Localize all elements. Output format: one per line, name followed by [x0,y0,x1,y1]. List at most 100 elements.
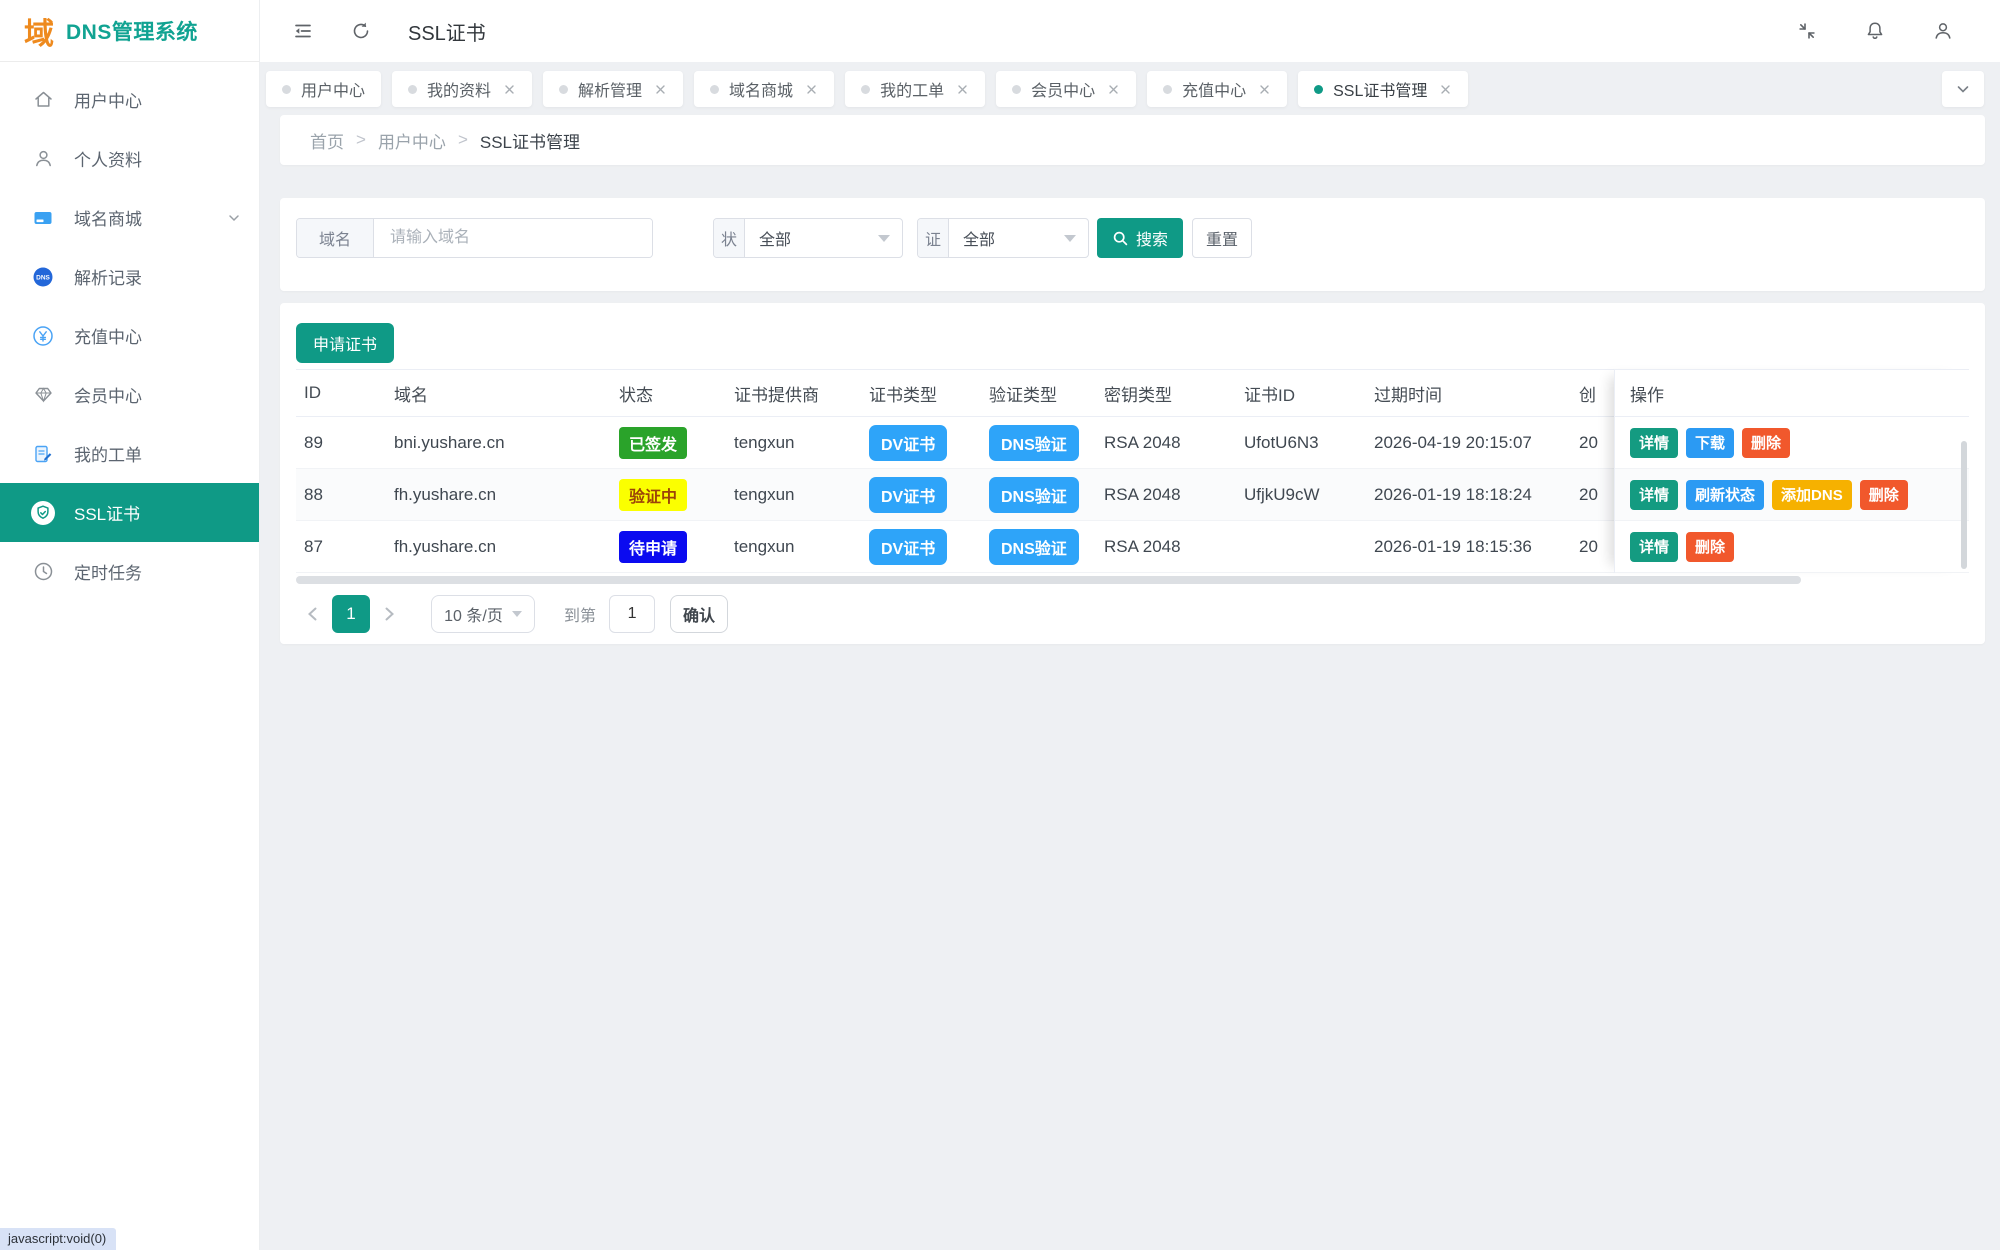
filter-panel: 域名 状 全部 证 全部 [280,198,1985,291]
sidebar-item-domain-mall[interactable]: 域名商城 [0,188,259,247]
cell-domain: fh.yushare.cn [386,521,611,573]
cell-cert-type: DV证书 [861,469,981,521]
page-number-current[interactable]: 1 [332,595,370,633]
tab-ssl-cert-management[interactable]: SSL证书管理 [1298,71,1469,107]
sidebar-collapse-icon[interactable] [292,20,314,42]
search-button[interactable]: 搜索 [1097,218,1184,258]
status-filter-label: 状 [714,219,746,257]
tab-overflow-chevron[interactable] [1942,71,1984,107]
close-icon[interactable] [503,83,516,96]
tab-dns-management[interactable]: 解析管理 [543,71,684,107]
breadcrumb-current: SSL证书管理 [479,132,581,152]
breadcrumb-separator: > [356,130,366,149]
sidebar-item-ssl-cert[interactable]: SSL证书 [0,483,259,542]
sidebar-item-tickets[interactable]: 我的工单 [0,424,259,483]
cert-type-badge: DV证书 [869,476,948,513]
vertical-scrollbar[interactable] [1961,441,1967,569]
next-page-icon[interactable] [383,605,396,623]
cell-provider: tengxun [726,417,861,469]
cell-key-type: RSA 2048 [1096,469,1236,521]
tab-user-center[interactable]: 用户中心 [266,71,382,107]
refresh-status-button[interactable]: 刷新状态 [1686,479,1765,510]
delete-button[interactable]: 删除 [1742,427,1791,458]
close-icon[interactable] [1258,83,1271,96]
domain-filter-label: 域名 [297,219,375,257]
search-icon [1112,230,1129,247]
cert-type-filter-label: 证 [918,219,950,257]
logo-glyph-icon: 域 [24,17,54,51]
download-button[interactable]: 下载 [1686,427,1735,458]
tab-my-profile[interactable]: 我的资料 [392,71,533,107]
sidebar-item-user-center[interactable]: 用户中心 [0,70,259,129]
caret-down-icon [511,611,522,617]
status-select[interactable]: 全部 [745,219,902,257]
sidebar-item-membership[interactable]: 会员中心 [0,365,259,424]
sidebar-item-dns-records[interactable]: DNS 解析记录 [0,247,259,306]
reset-button[interactable]: 重置 [1192,218,1253,258]
page-size-value: 10 条/页 [444,608,503,625]
close-icon[interactable] [1107,83,1120,96]
sidebar-item-recharge[interactable]: 充值中心 [0,306,259,365]
prev-page-icon[interactable] [306,605,319,623]
close-icon[interactable] [1439,83,1452,96]
apply-cert-button[interactable]: 申请证书 [296,323,395,363]
tab-recharge[interactable]: 充值中心 [1147,71,1288,107]
breadcrumb-user-center[interactable]: 用户中心 [377,132,446,152]
goto-page-input[interactable] [609,595,656,633]
sidebar-item-label: 定时任务 [74,564,142,583]
cell-expire-time: 2026-01-19 18:15:36 [1366,521,1571,573]
delete-button[interactable]: 删除 [1859,479,1908,510]
confirm-button[interactable]: 确认 [670,595,729,633]
detail-button[interactable]: 详情 [1630,479,1679,510]
tab-bar: 用户中心 我的资料 解析管理 域名商城 我的工单 [260,62,2000,111]
verify-type-badge: DNS验证 [989,476,1079,513]
horizontal-scrollbar[interactable] [296,576,1801,584]
add-dns-button[interactable]: 添加DNS [1772,479,1852,510]
app-logo: 域 DNS管理系统 [0,0,259,62]
cert-type-badge: DV证书 [869,528,948,565]
cell-id: 89 [296,417,386,469]
cert-type-filter-group: 证 全部 [917,218,1089,258]
tab-dot-icon [861,84,871,94]
sidebar-item-label: 解析记录 [74,269,142,288]
refresh-icon[interactable] [350,20,372,42]
user-avatar-icon[interactable] [1932,20,1954,42]
ssl-cert-table-panel: 申请证书 ID 域名 状态 证书提供商 证书类型 [280,303,1985,644]
cell-expire-time: 2026-04-19 20:15:07 [1366,417,1571,469]
page-size-select[interactable]: 10 条/页 [431,595,535,633]
breadcrumb-home[interactable]: 首页 [310,132,344,152]
sidebar-item-label: 会员中心 [74,387,142,406]
recharge-yen-icon [30,323,56,349]
close-icon[interactable] [654,83,667,96]
domain-search-input[interactable] [374,219,652,257]
notification-bell-icon[interactable] [1864,20,1886,42]
tab-my-tickets[interactable]: 我的工单 [845,71,986,107]
col-provider: 证书提供商 [726,369,861,417]
table-wrap: ID 域名 状态 证书提供商 证书类型 验证类型 密钥类型 证书ID 过期时间 … [296,369,1969,573]
breadcrumb-separator: > [457,130,468,149]
table-header-row: ID 域名 状态 证书提供商 证书类型 验证类型 密钥类型 证书ID 过期时间 … [296,369,1969,417]
sidebar-item-cron-tasks[interactable]: 定时任务 [0,542,259,601]
tab-domain-mall[interactable]: 域名商城 [694,71,835,107]
topbar: SSL证书 [260,0,2000,62]
close-icon[interactable] [805,83,818,96]
close-icon[interactable] [956,83,969,96]
status-badge: 已签发 [619,426,688,459]
cert-type-select[interactable]: 全部 [949,219,1088,257]
sidebar-item-label: SSL证书 [74,505,141,524]
cell-key-type: RSA 2048 [1096,417,1236,469]
diamond-icon [30,382,56,408]
status-badge: 待申请 [619,530,688,563]
delete-button[interactable]: 删除 [1686,531,1735,562]
cell-expire-time: 2026-01-19 18:18:24 [1366,469,1571,521]
col-status: 状态 [611,369,726,417]
tab-dot-icon [710,84,720,94]
tab-membership[interactable]: 会员中心 [996,71,1137,107]
col-verify-type: 验证类型 [981,369,1096,417]
detail-button[interactable]: 详情 [1630,427,1679,458]
fullscreen-exit-icon[interactable] [1796,20,1818,42]
detail-button[interactable]: 详情 [1630,531,1679,562]
cell-id: 87 [296,521,386,573]
sidebar-item-profile[interactable]: 个人资料 [0,129,259,188]
clock-icon [30,559,56,585]
